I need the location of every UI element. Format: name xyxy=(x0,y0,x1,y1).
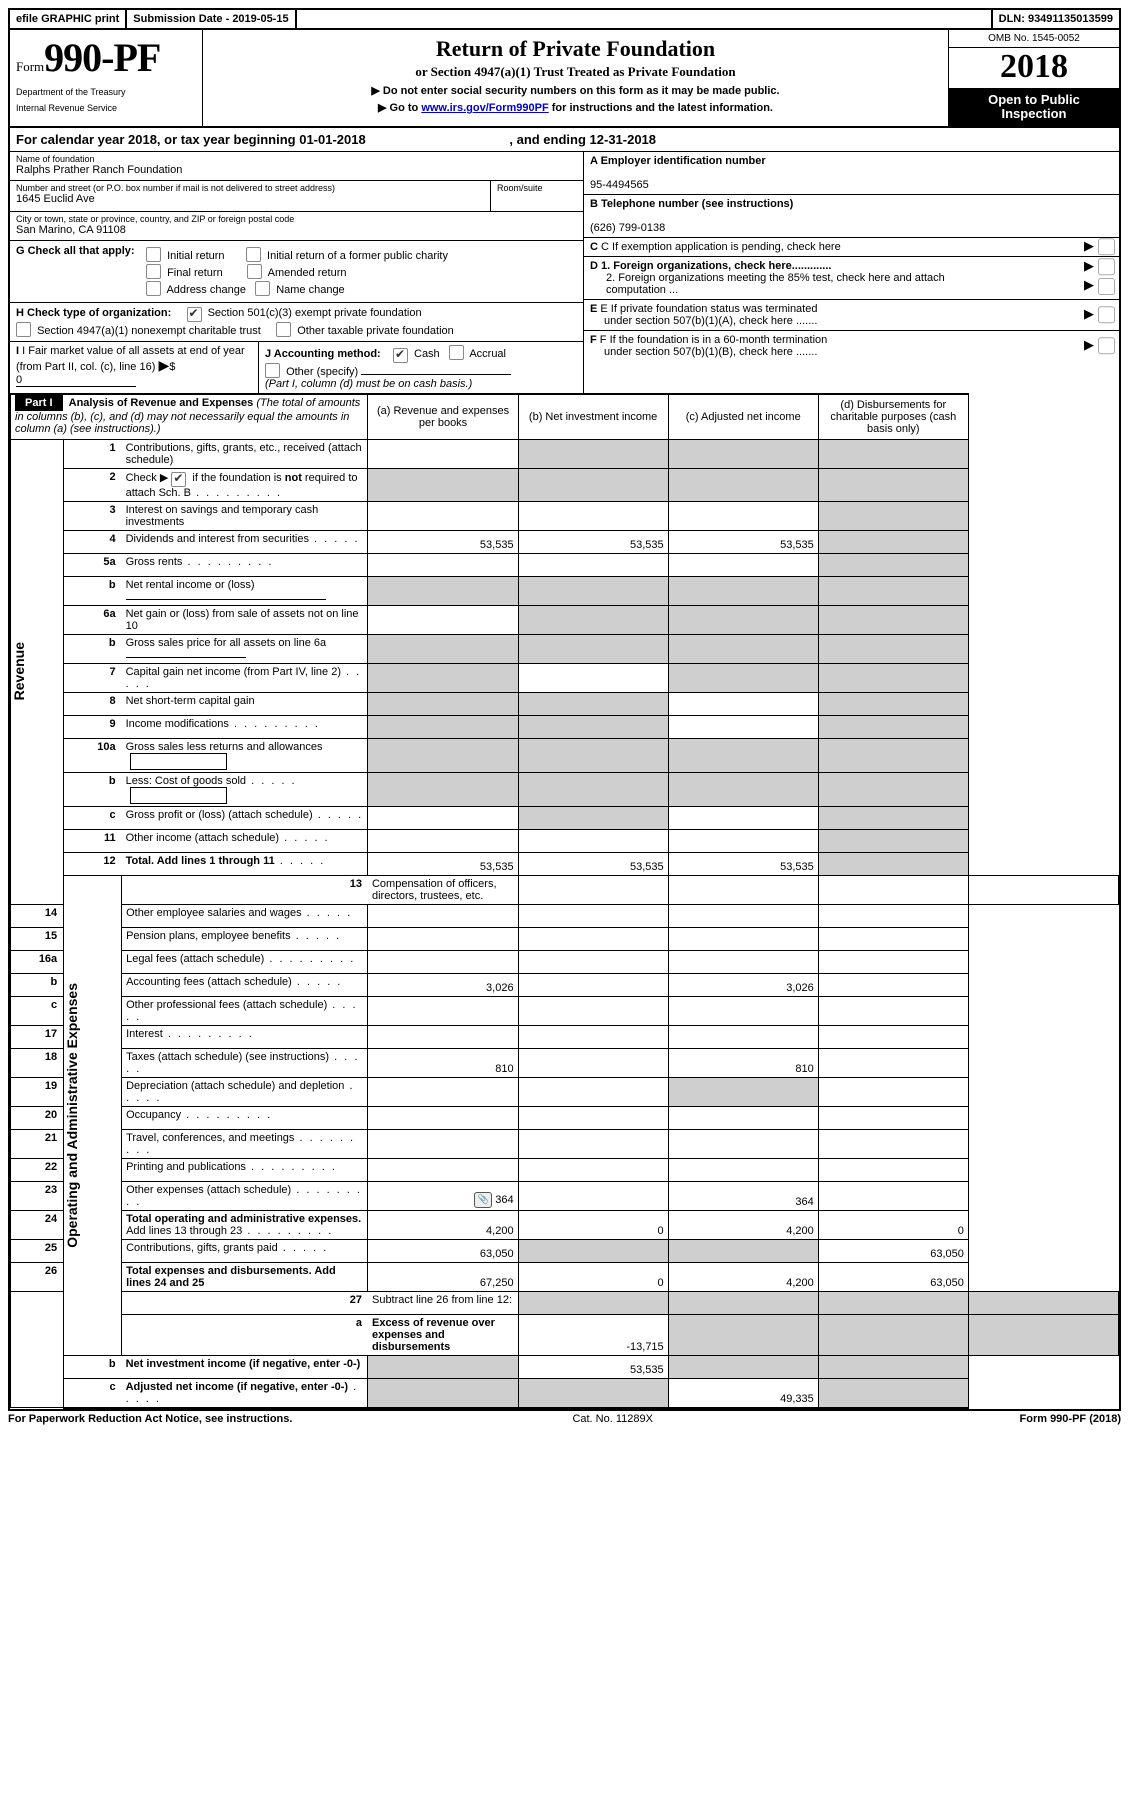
irs-link[interactable]: www.irs.gov/Form990PF xyxy=(421,102,548,114)
cb-amended[interactable] xyxy=(247,264,262,279)
header-left: Form990-PF Department of the Treasury In… xyxy=(10,30,203,126)
top-bar: efile GRAPHIC print Submission Date - 20… xyxy=(10,10,1119,30)
address-box: Number and street (or P.O. box number if… xyxy=(10,181,491,211)
dept-treasury: Department of the Treasury xyxy=(16,87,196,97)
paperwork-notice: For Paperwork Reduction Act Notice, see … xyxy=(8,1413,292,1425)
entity-info: Name of foundation Ralphs Prather Ranch … xyxy=(10,152,1119,393)
box-a: A Employer identification number 95-4494… xyxy=(584,152,1119,195)
tax-year: 2018 xyxy=(949,48,1119,89)
cb-foreign-org[interactable] xyxy=(1098,258,1115,275)
cb-sch-b[interactable] xyxy=(171,472,186,487)
ein: 95-4494565 xyxy=(590,179,649,191)
dln: DLN: 93491135013599 xyxy=(991,10,1119,28)
cb-exemption-pending[interactable] xyxy=(1098,238,1115,255)
part1-header: Part I Analysis of Revenue and Expenses … xyxy=(11,394,368,440)
expenses-label: Operating and Administrative Expenses xyxy=(64,875,122,1355)
cb-initial-return[interactable] xyxy=(146,247,161,262)
section-h: H Check type of organization: Section 50… xyxy=(10,303,583,342)
box-f: F F If the foundation is in a 60-month t… xyxy=(584,331,1119,361)
omb-number: OMB No. 1545-0052 xyxy=(949,30,1119,48)
col-b-header: (b) Net investment income xyxy=(518,394,668,440)
box-e: E E If private foundation status was ter… xyxy=(584,300,1119,331)
address-row: Number and street (or P.O. box number if… xyxy=(10,181,583,212)
foundation-name-box: Name of foundation Ralphs Prather Ranch … xyxy=(10,152,583,181)
form-subtitle: or Section 4947(a)(1) Trust Treated as P… xyxy=(213,64,938,80)
box-d: D 1. Foreign organizations, check here..… xyxy=(584,257,1119,300)
section-g: G Check all that apply: Initial return I… xyxy=(10,241,583,303)
box-c: C C If exemption application is pending,… xyxy=(584,238,1119,257)
cb-accrual[interactable] xyxy=(449,345,464,360)
form-header: Form990-PF Department of the Treasury In… xyxy=(10,30,1119,128)
note-goto: ▶ Go to www.irs.gov/Form990PF for instru… xyxy=(213,101,938,114)
cb-60month[interactable] xyxy=(1098,337,1115,354)
submission-date: Submission Date - 2019-05-15 xyxy=(127,10,296,28)
calendar-year-row: For calendar year 2018, or tax year begi… xyxy=(10,128,1119,152)
cb-final-return[interactable] xyxy=(146,264,161,279)
telephone: (626) 799-0138 xyxy=(590,222,665,234)
open-inspection: Open to PublicInspection xyxy=(949,89,1119,126)
cb-name-change[interactable] xyxy=(255,281,270,296)
cb-foreign-85[interactable] xyxy=(1098,278,1115,295)
room-suite: Room/suite xyxy=(491,181,583,211)
form-container: efile GRAPHIC print Submission Date - 20… xyxy=(8,8,1121,1411)
cb-other-taxable[interactable] xyxy=(276,322,291,337)
city-state-zip: San Marino, CA 91108 xyxy=(16,224,126,236)
cb-initial-former[interactable] xyxy=(246,247,261,262)
city-box: City or town, state or province, country… xyxy=(10,212,583,241)
info-right: A Employer identification number 95-4494… xyxy=(583,152,1119,393)
street-address: 1645 Euclid Ave xyxy=(16,193,95,205)
cb-other-method[interactable] xyxy=(265,363,280,378)
fmv-value: 0 xyxy=(16,374,136,387)
g-label: G Check all that apply: xyxy=(16,245,135,257)
revenue-label: Revenue xyxy=(11,439,64,904)
efile-label[interactable]: efile GRAPHIC print xyxy=(10,10,127,28)
col-c-header: (c) Adjusted net income xyxy=(668,394,818,440)
header-title-block: Return of Private Foundation or Section … xyxy=(203,30,948,126)
form-title: Return of Private Foundation xyxy=(213,36,938,62)
section-j: J Accounting method: Cash Accrual Other … xyxy=(259,342,583,393)
attach-icon[interactable]: 📎 xyxy=(474,1192,492,1208)
cat-no: Cat. No. 11289X xyxy=(572,1413,653,1425)
cb-4947[interactable] xyxy=(16,322,31,337)
dept-irs: Internal Revenue Service xyxy=(16,103,196,113)
part1-table: Part I Analysis of Revenue and Expenses … xyxy=(10,393,1119,1409)
cb-address-change[interactable] xyxy=(146,281,161,296)
header-right: OMB No. 1545-0052 2018 Open to PublicIns… xyxy=(948,30,1119,126)
section-ij: I I Fair market value of all assets at e… xyxy=(10,342,583,393)
cb-cash[interactable] xyxy=(393,348,408,363)
cb-terminated[interactable] xyxy=(1098,306,1115,323)
note-ssn: ▶ Do not enter social security numbers o… xyxy=(213,84,938,97)
box-b: B Telephone number (see instructions) (6… xyxy=(584,195,1119,238)
form-number: Form990-PF xyxy=(16,34,196,81)
col-a-header: (a) Revenue and expenses per books xyxy=(368,394,518,440)
foundation-name: Ralphs Prather Ranch Foundation xyxy=(16,164,182,176)
section-i: I I Fair market value of all assets at e… xyxy=(10,342,259,393)
form-ref: Form 990-PF (2018) xyxy=(1020,1413,1122,1425)
info-left: Name of foundation Ralphs Prather Ranch … xyxy=(10,152,583,393)
cb-501c3[interactable] xyxy=(187,307,202,322)
page-footer: For Paperwork Reduction Act Notice, see … xyxy=(8,1411,1121,1425)
col-d-header: (d) Disbursements for charitable purpose… xyxy=(818,394,968,440)
